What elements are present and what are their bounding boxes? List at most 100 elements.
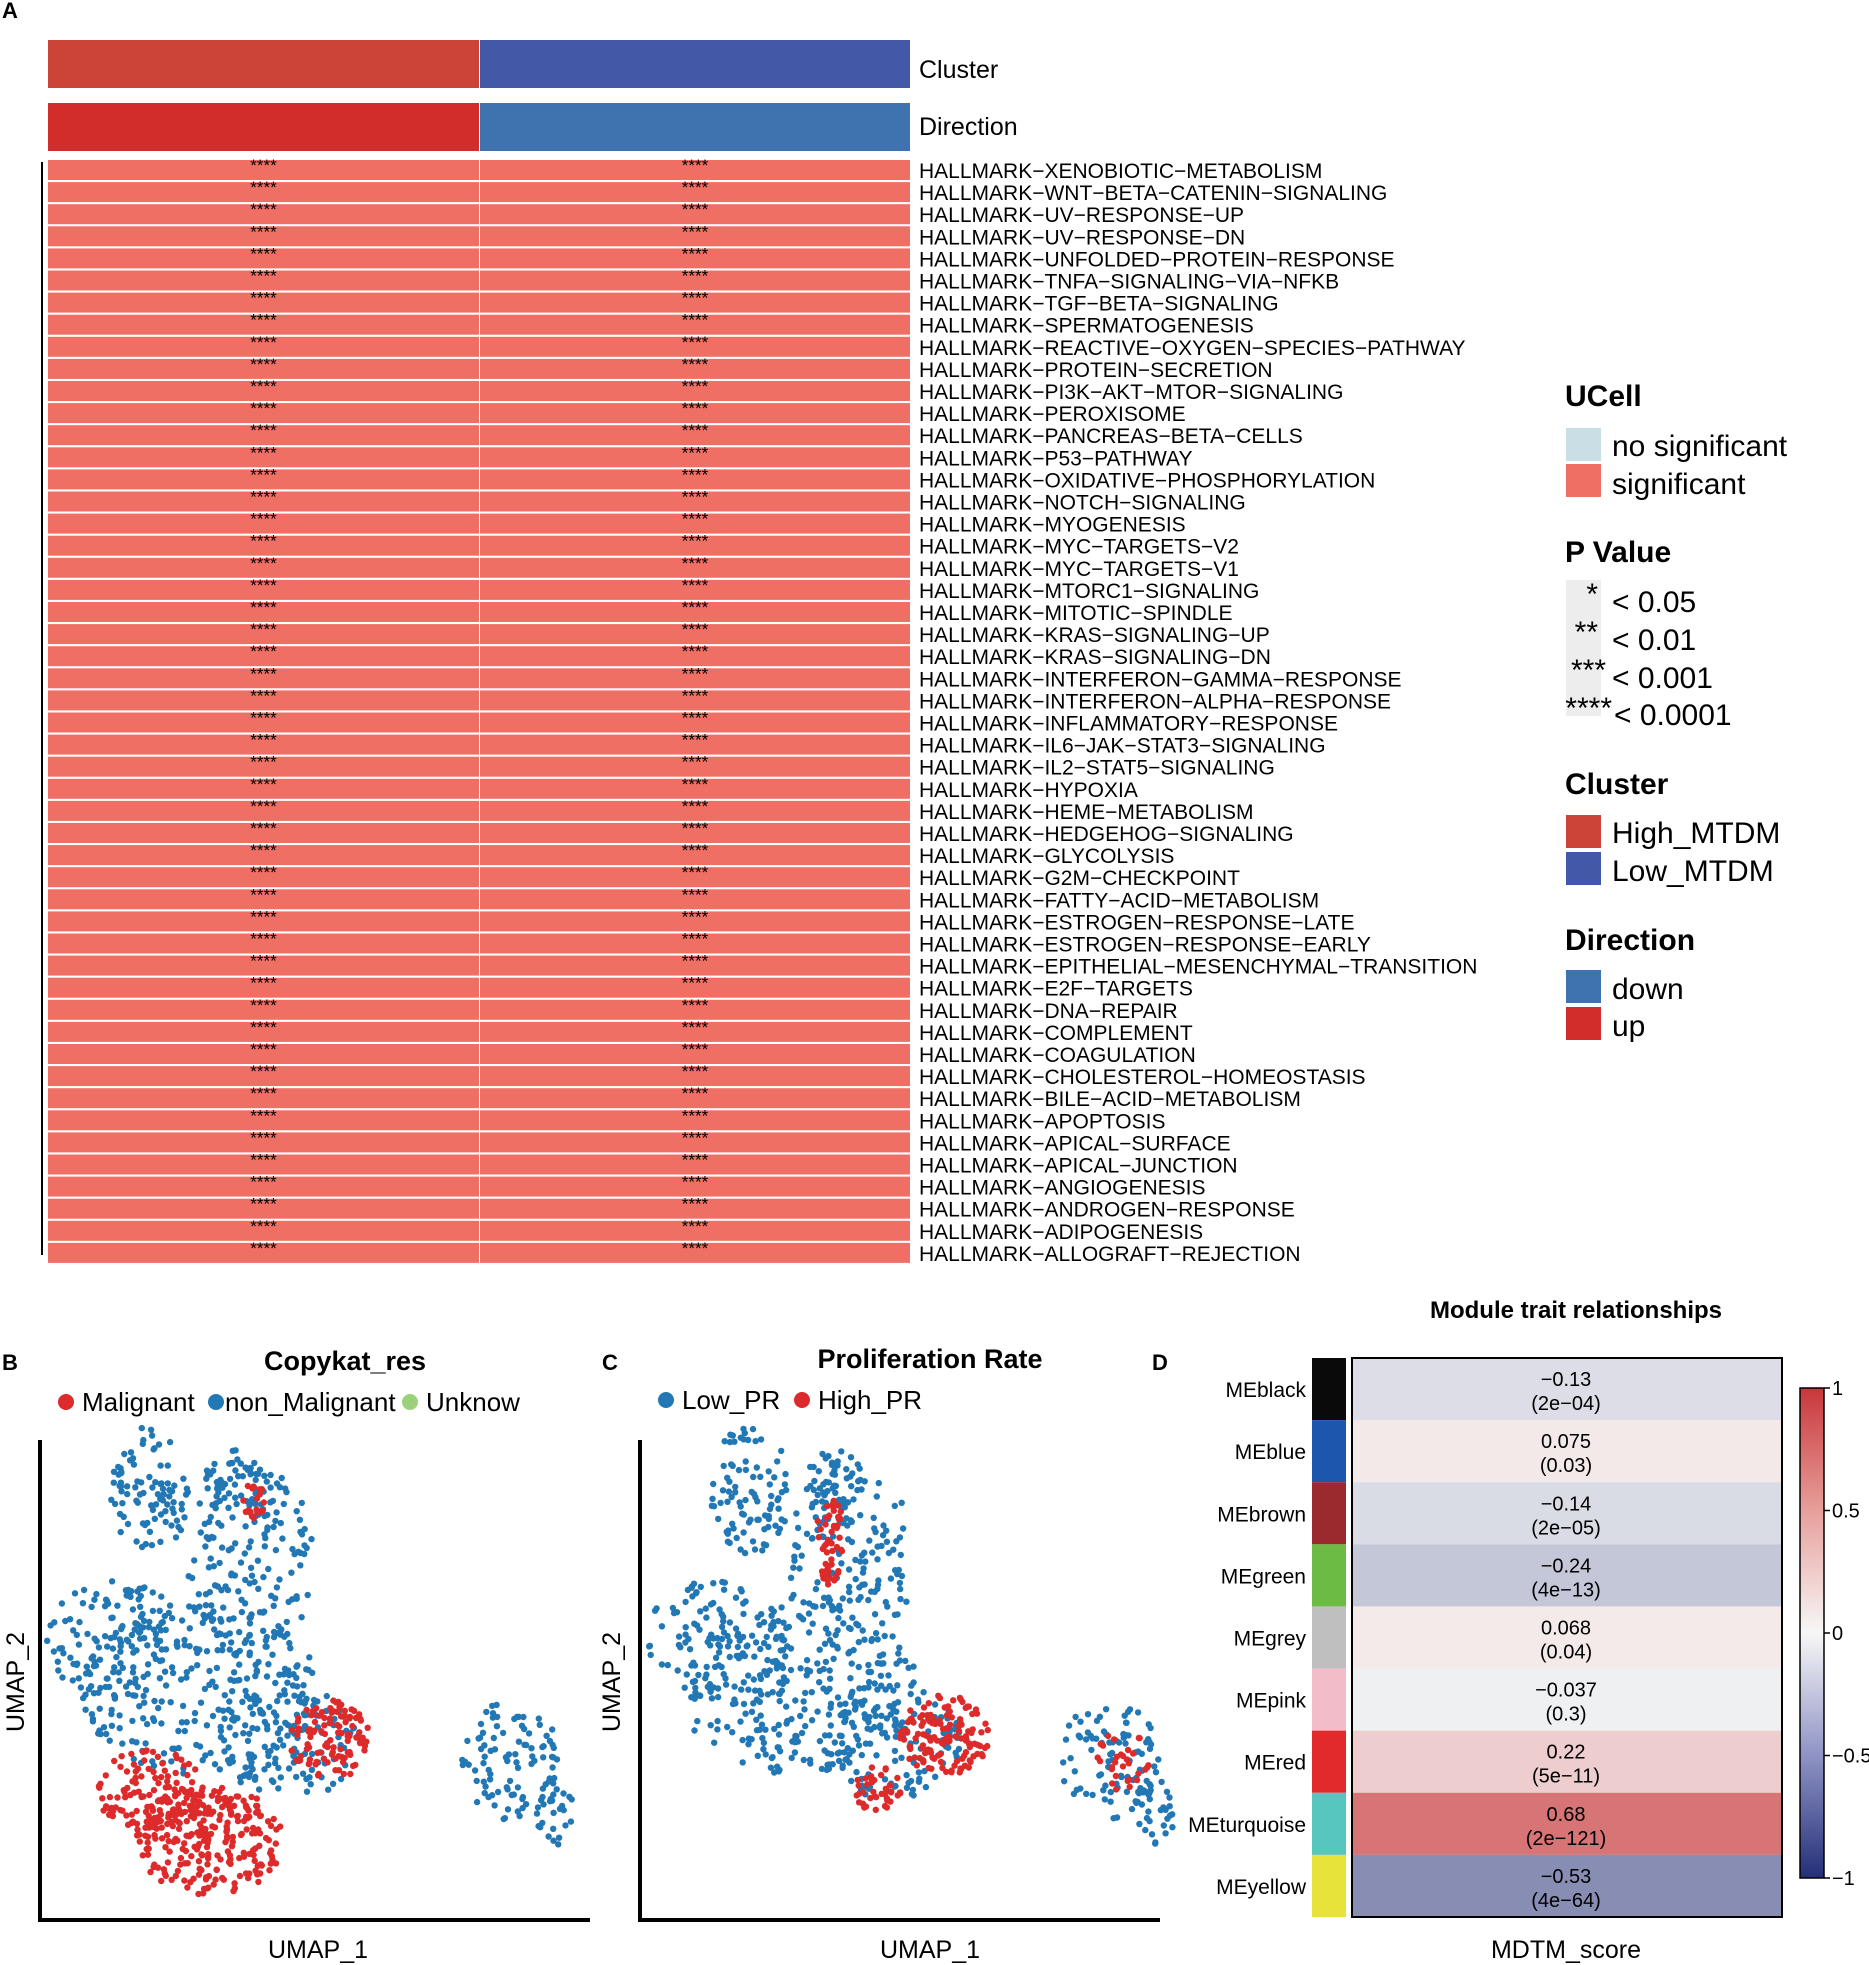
umap-point bbox=[364, 1724, 371, 1732]
umap-point bbox=[140, 1436, 147, 1444]
umap-point bbox=[276, 1692, 283, 1699]
direction-annot-down bbox=[480, 103, 910, 151]
umap-point bbox=[315, 1770, 322, 1778]
colorbar bbox=[1799, 1387, 1825, 1879]
umap-point bbox=[694, 1717, 701, 1725]
pathway-label: HALLMARK−NOTCH−SIGNALING bbox=[919, 492, 1246, 515]
heatmap-cell bbox=[480, 1066, 910, 1087]
umap-point bbox=[787, 1645, 795, 1652]
umap-point bbox=[242, 1722, 249, 1729]
pvalue-marker: **** bbox=[682, 1128, 709, 1147]
umap-point bbox=[828, 1540, 835, 1547]
umap-point bbox=[93, 1590, 100, 1598]
umap-point bbox=[740, 1679, 747, 1686]
umap-point bbox=[894, 1774, 901, 1782]
umap-point bbox=[707, 1722, 714, 1729]
umap-point bbox=[173, 1517, 181, 1524]
umap-point bbox=[321, 1730, 329, 1738]
umap-point bbox=[473, 1798, 481, 1806]
umap-point bbox=[321, 1714, 328, 1722]
pvalue-marker: **** bbox=[682, 576, 709, 595]
umap-point bbox=[1104, 1732, 1112, 1740]
pvalue-legend-swatches bbox=[1566, 580, 1601, 716]
umap-point bbox=[155, 1441, 163, 1448]
umap-point bbox=[1065, 1722, 1073, 1729]
umap-point bbox=[217, 1811, 224, 1819]
umap-point bbox=[797, 1665, 804, 1672]
umap-point bbox=[486, 1776, 494, 1783]
umap-point bbox=[535, 1715, 542, 1722]
umap-point bbox=[133, 1832, 141, 1839]
umap-point bbox=[750, 1676, 757, 1683]
heatmap-cell bbox=[48, 491, 479, 512]
pvalue-stars-3: *** bbox=[1571, 654, 1606, 687]
umap-point bbox=[159, 1618, 166, 1626]
umap-point bbox=[283, 1618, 290, 1626]
pvalue-marker: **** bbox=[250, 156, 277, 175]
umap-point bbox=[778, 1604, 785, 1611]
umap-point bbox=[67, 1654, 74, 1661]
umap-point bbox=[211, 1824, 219, 1831]
umap-point bbox=[1147, 1787, 1154, 1794]
legend-dot-unknow bbox=[402, 1394, 418, 1410]
umap-point bbox=[916, 1754, 923, 1762]
umap-point bbox=[59, 1674, 66, 1681]
umap-point bbox=[273, 1712, 280, 1720]
umap-point bbox=[156, 1607, 163, 1615]
umap-point bbox=[893, 1660, 900, 1667]
umap-point bbox=[243, 1675, 251, 1682]
pvalue-marker: **** bbox=[250, 731, 277, 750]
heatmap-cell bbox=[480, 911, 910, 932]
umap-point bbox=[709, 1495, 716, 1503]
pvalue-marker: **** bbox=[250, 709, 277, 728]
umap-point bbox=[824, 1581, 832, 1588]
umap-point bbox=[745, 1519, 753, 1526]
umap-point bbox=[979, 1753, 986, 1760]
umap-point bbox=[894, 1682, 901, 1689]
pvalue-marker: **** bbox=[682, 1217, 709, 1236]
umap-point bbox=[854, 1736, 862, 1743]
umap-point bbox=[827, 1722, 834, 1729]
umap-point bbox=[664, 1661, 671, 1669]
heatmap-cell bbox=[48, 800, 479, 821]
umap-point bbox=[170, 1806, 177, 1813]
umap-point bbox=[236, 1854, 243, 1862]
umap-point bbox=[224, 1586, 232, 1594]
umap-point bbox=[850, 1646, 857, 1654]
umap-point bbox=[299, 1770, 307, 1777]
umap-point bbox=[150, 1762, 158, 1770]
umap-point bbox=[209, 1501, 216, 1509]
umap-point bbox=[142, 1808, 150, 1816]
legend-dot-non-malignant bbox=[208, 1394, 224, 1410]
umap-point bbox=[209, 1678, 216, 1685]
pvalue-marker: **** bbox=[250, 930, 277, 949]
pvalue-marker: **** bbox=[250, 664, 277, 683]
umap-point bbox=[349, 1762, 357, 1770]
umap-point bbox=[210, 1563, 217, 1570]
module-corr-value: 0.68 bbox=[1547, 1804, 1586, 1826]
umap-point bbox=[270, 1633, 278, 1641]
pvalue-marker: **** bbox=[682, 443, 709, 462]
umap-point bbox=[802, 1722, 809, 1730]
panel-label-a: A bbox=[2, 0, 18, 23]
umap-point bbox=[253, 1495, 261, 1502]
umap-point bbox=[539, 1743, 546, 1751]
umap-point bbox=[821, 1490, 829, 1498]
umap-point bbox=[270, 1602, 277, 1610]
umap-point bbox=[246, 1870, 253, 1877]
umap-point bbox=[848, 1719, 856, 1727]
umap-point bbox=[195, 1591, 202, 1598]
umap-point bbox=[123, 1636, 130, 1644]
umap-point bbox=[162, 1518, 169, 1526]
umap-point bbox=[213, 1664, 221, 1672]
umap-point bbox=[878, 1682, 885, 1689]
umap-point bbox=[483, 1708, 490, 1716]
umap-point bbox=[236, 1647, 243, 1655]
umap-point bbox=[124, 1690, 132, 1698]
module-pvalue: (5e−11) bbox=[1532, 1766, 1600, 1788]
umap-point bbox=[251, 1857, 258, 1865]
heatmap-cell bbox=[48, 403, 479, 424]
umap-point bbox=[237, 1492, 245, 1499]
umap-point bbox=[853, 1768, 860, 1776]
